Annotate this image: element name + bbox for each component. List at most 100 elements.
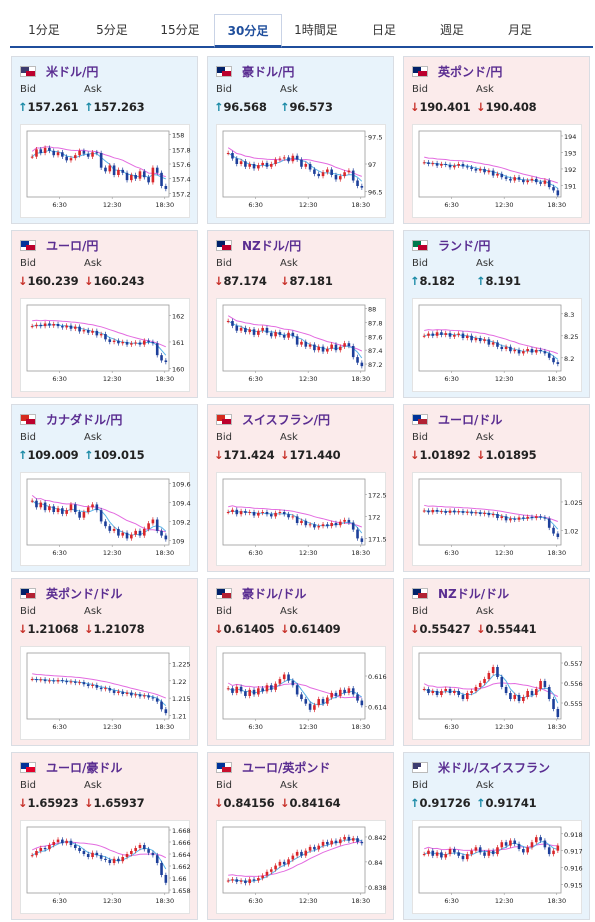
rate-card-usd-jpy[interactable]: 米ドル/円 Bid Ask ↑157.261 ↑157.263 158 157.8…: [11, 56, 198, 224]
rate-card-eur-aud[interactable]: ユーロ/豪ドル Bid Ask ↓1.65923 ↓1.65937 1.668 1…: [11, 752, 198, 920]
tab-3[interactable]: 30分足: [214, 14, 282, 48]
mini-chart[interactable]: 1.225 1.22 1.215 1.21 6:30 12:30 18:30: [20, 646, 191, 740]
rate-card-eur-jpy[interactable]: ユーロ/円 Bid Ask ↓160.239 ↓160.243 162 161 16…: [11, 230, 198, 398]
x-tick-label: 12:30: [495, 375, 514, 383]
rate-card-nzd-jpy[interactable]: NZドル/円 Bid Ask ↓87.174 ↓87.181 88 87.8 87.…: [207, 230, 394, 398]
down-arrow-icon: ↓: [214, 448, 224, 462]
candle: [556, 362, 560, 364]
mini-chart[interactable]: 1.025 1.02 6:30 12:30 18:30: [412, 472, 583, 566]
mini-chart[interactable]: 97.5 97 96.5 6:30 12:30 18:30: [216, 124, 386, 218]
pair-name-link[interactable]: NZドル/ドル: [438, 586, 510, 601]
tab-4[interactable]: 1時間足: [294, 23, 338, 37]
rate-card-usd-chf[interactable]: 米ドル/スイスフラン Bid Ask ↑0.91726 ↑0.91741 0.9…: [403, 752, 590, 920]
candle: [556, 709, 560, 717]
flag-icon: [412, 413, 428, 425]
ask-value: ↓1.01895: [476, 448, 537, 462]
candle: [86, 330, 90, 333]
rate-card-aud-usd[interactable]: 豪ドル/ドル Bid Ask ↓0.61405 ↓0.61409 0.616 0.…: [207, 578, 394, 746]
mini-chart[interactable]: 158 157.8 157.6 157.4 157.2 6:30 12:30 18:30: [20, 124, 191, 218]
card-header: 米ドル/スイスフラン: [412, 759, 550, 775]
candle: [326, 697, 329, 704]
candle: [483, 679, 486, 683]
mini-chart[interactable]: 0.918 0.917 0.916 0.915 6:30 12:30 18:30: [412, 820, 583, 914]
ask-label: Ask: [280, 258, 298, 269]
rate-card-gbp-jpy[interactable]: 英ポンド/円 Bid Ask ↓190.401 ↓190.408 194 193 1…: [403, 56, 590, 224]
candle: [164, 875, 168, 883]
mini-chart[interactable]: 0.842 0.84 0.838 6:30 12:30 18:30: [216, 820, 387, 914]
bid-value: ↑157.261: [18, 100, 79, 114]
pair-name-link[interactable]: ランド/円: [438, 238, 491, 253]
mini-chart[interactable]: 172.5 172 171.5 6:30 12:30 18:30: [216, 472, 387, 566]
mini-chart[interactable]: 1.668 1.666 1.664 1.662 1.66 1.658 6:30 12:30 18…: [20, 820, 191, 914]
y-tick-label: 1.02: [564, 528, 578, 536]
pair-name-link[interactable]: カナダドル/円: [46, 412, 123, 427]
candle: [235, 158, 239, 164]
candle: [125, 172, 129, 181]
candle: [522, 697, 525, 701]
x-tick-label: 12:30: [495, 549, 514, 557]
pair-name-link[interactable]: 米ドル/円: [46, 64, 99, 79]
mini-chart[interactable]: 109.6 109.4 109.2 109 6:30 12:30 18:30: [20, 472, 191, 566]
candle: [121, 857, 125, 862]
candle: [470, 335, 473, 341]
pair-name-link[interactable]: 豪ドル/ドル: [242, 586, 307, 601]
candle: [500, 842, 504, 848]
candle: [330, 692, 333, 698]
pair-name-link[interactable]: ユーロ/ドル: [438, 412, 503, 427]
ask-label: Ask: [280, 780, 298, 791]
pair-name-link[interactable]: ユーロ/豪ドル: [46, 760, 123, 775]
mini-chart[interactable]: 194 193 192 191 6:30 12:30 18:30: [412, 124, 582, 218]
tab-0[interactable]: 1分足: [28, 23, 60, 37]
pair-name-link[interactable]: ユーロ/英ポンド: [242, 760, 331, 775]
pair-name-link[interactable]: 米ドル/スイスフラン: [438, 760, 551, 775]
candle: [308, 524, 312, 526]
candle: [248, 689, 252, 696]
candle: [487, 339, 491, 345]
down-arrow-icon: ↓: [476, 448, 486, 462]
ask-value: ↑157.263: [84, 100, 145, 114]
tab-6[interactable]: 週足: [439, 23, 464, 37]
mini-chart[interactable]: 88 87.8 87.6 87.4 87.2 6:30 12:30 18:30: [216, 298, 386, 392]
ask-value: ↑8.191: [476, 274, 521, 288]
pair-name-link[interactable]: NZドル/円: [242, 238, 302, 253]
candle: [52, 324, 56, 326]
candle: [461, 511, 465, 513]
candle: [104, 688, 107, 690]
rate-card-zar-jpy[interactable]: ランド/円 Bid Ask ↑8.182 ↑8.191 8.3 8.25 8.2 6:…: [403, 230, 590, 398]
candle: [435, 163, 439, 166]
pair-name-link[interactable]: スイスフラン/円: [242, 412, 331, 427]
rate-card-nzd-usd[interactable]: NZドル/ドル Bid Ask ↓0.55427 ↓0.55441 0.557 0…: [403, 578, 590, 746]
mini-chart[interactable]: 0.616 0.614 6:30 12:30 18:30: [216, 646, 387, 740]
tab-7[interactable]: 月足: [507, 23, 532, 37]
pair-name-link[interactable]: 英ポンド/円: [438, 64, 503, 79]
candle: [248, 164, 252, 167]
rate-card-aud-jpy[interactable]: 豪ドル/円 Bid Ask ↑96.568 ↑96.573 97.5 97 96.5…: [207, 56, 394, 224]
pair-name-link[interactable]: ユーロ/円: [46, 238, 99, 253]
rate-card-eur-usd[interactable]: ユーロ/ドル Bid Ask ↓1.01892 ↓1.01895 1.025 1.…: [403, 404, 590, 572]
tab-5[interactable]: 日足: [371, 23, 396, 37]
x-tick-label: 6:30: [248, 897, 263, 905]
mini-chart[interactable]: 162 161 160 6:30 12:30 18:30: [20, 298, 190, 392]
candle: [552, 357, 555, 363]
tab-1[interactable]: 5分足: [96, 23, 128, 37]
mini-chart[interactable]: 8.3 8.25 8.2 6:30 12:30 18:30: [412, 298, 582, 392]
pair-name-link[interactable]: 英ポンド/ドル: [46, 586, 123, 601]
candle: [278, 679, 282, 684]
rate-card-gbp-usd[interactable]: 英ポンド/ドル Bid Ask ↓1.21068 ↓1.21078 1.225 1…: [11, 578, 198, 746]
candle: [82, 851, 86, 854]
rate-card-chf-jpy[interactable]: スイスフラン/円 Bid Ask ↓171.424 ↓171.440 172.5…: [207, 404, 394, 572]
mini-chart[interactable]: 0.557 0.556 0.555 6:30 12:30 18:30: [412, 646, 583, 740]
candle: [556, 190, 560, 196]
candle: [461, 164, 465, 167]
candle: [65, 325, 68, 328]
card-header: ユーロ/ドル: [412, 411, 502, 427]
candle: [526, 516, 529, 519]
ask-price: 87.181: [289, 274, 333, 288]
pair-name-link[interactable]: 豪ドル/円: [242, 64, 295, 79]
rate-card-eur-gbp[interactable]: ユーロ/英ポンド Bid Ask ↓0.84156 ↓0.84164 0.842…: [207, 752, 394, 920]
candle: [491, 514, 495, 516]
tab-2[interactable]: 15分足: [160, 23, 200, 37]
candle: [86, 507, 90, 512]
candle: [142, 845, 146, 850]
rate-card-cad-jpy[interactable]: カナダドル/円 Bid Ask ↑109.009 ↑109.015 109.6 1…: [11, 404, 198, 572]
